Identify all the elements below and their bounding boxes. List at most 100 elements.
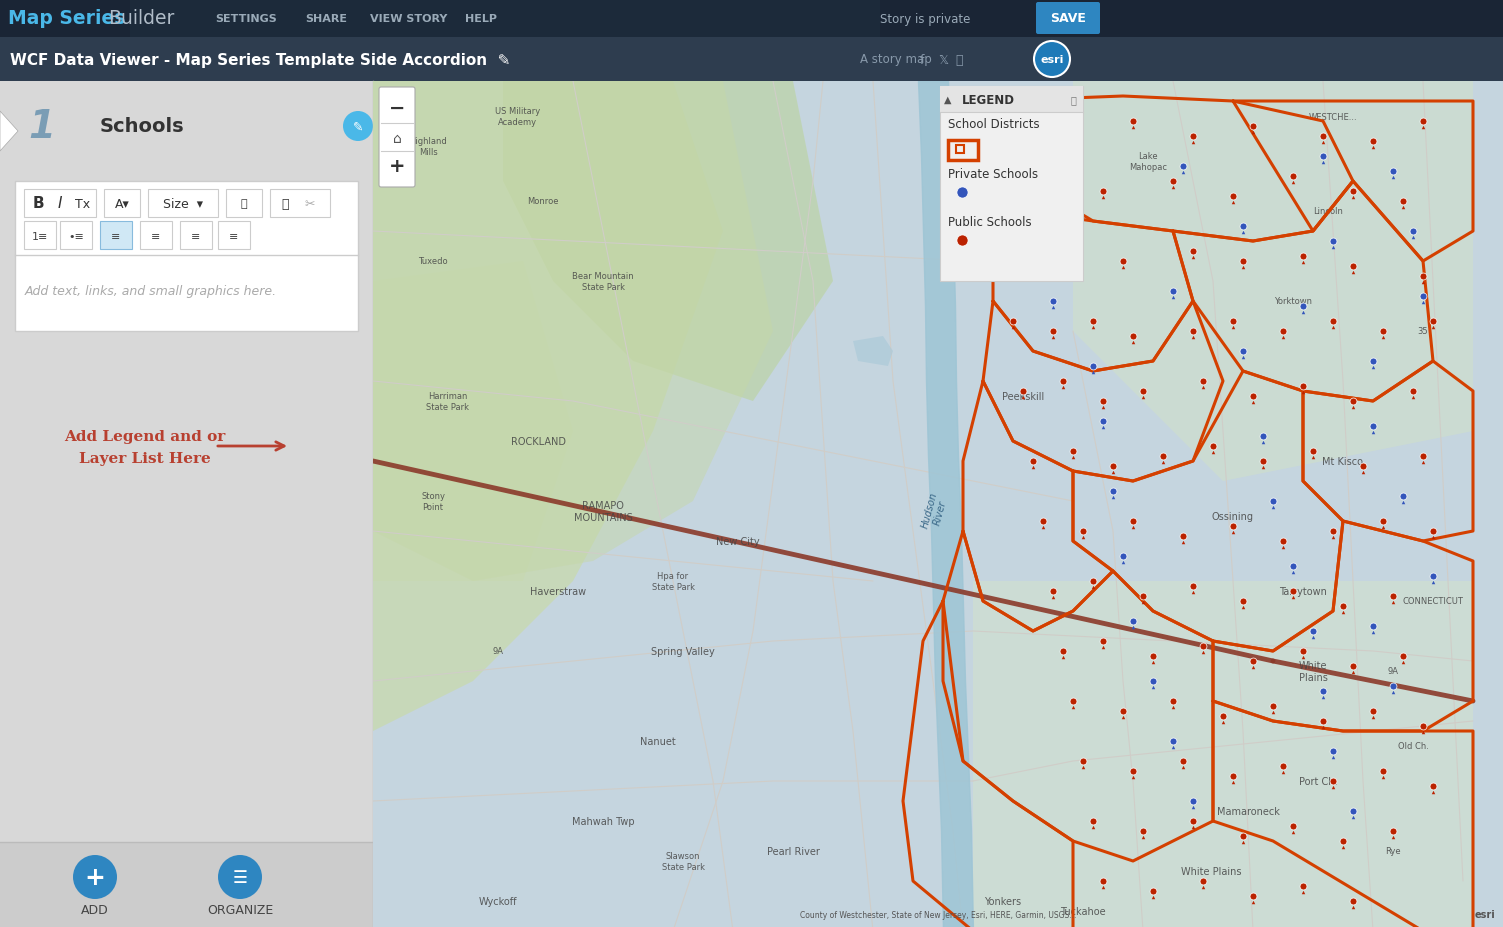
Text: +: +	[389, 157, 406, 175]
Text: ORGANIZE: ORGANIZE	[207, 904, 274, 917]
Polygon shape	[373, 261, 573, 581]
Bar	[0, 842, 373, 927]
Text: Spring Valley: Spring Valley	[651, 646, 715, 656]
Text: ≡: ≡	[111, 232, 120, 242]
Text: I: I	[57, 197, 62, 211]
Bar	[939, 87, 1084, 282]
Bar	[24, 222, 56, 249]
Text: Mamaroneck: Mamaroneck	[1216, 806, 1279, 816]
Text: Wyckoff: Wyckoff	[479, 896, 517, 906]
Bar	[0, 82, 373, 927]
Text: Story is private: Story is private	[879, 12, 971, 25]
Polygon shape	[0, 112, 18, 152]
Bar	[104, 190, 140, 218]
Bar	[0, 38, 1503, 82]
Text: ≡: ≡	[152, 232, 161, 242]
Text: Rye: Rye	[1386, 846, 1401, 856]
Text: 9A: 9A	[493, 647, 504, 655]
Text: esri: esri	[1040, 55, 1064, 65]
Text: Schools: Schools	[101, 118, 185, 136]
Text: Private Schools: Private Schools	[948, 169, 1039, 182]
Bar	[948, 141, 978, 160]
Text: Lincoln: Lincoln	[1314, 208, 1344, 216]
Text: SAVE: SAVE	[1051, 12, 1087, 25]
Text: Peekskill: Peekskill	[1003, 391, 1045, 401]
Text: f: f	[920, 54, 924, 67]
Polygon shape	[972, 581, 1473, 927]
Text: HELP: HELP	[464, 14, 497, 24]
Bar	[147, 190, 218, 218]
Text: Bear Mountain
State Park: Bear Mountain State Park	[573, 272, 634, 291]
Text: Yorktown: Yorktown	[1275, 298, 1312, 306]
Bar	[101, 222, 132, 249]
Text: A story map: A story map	[860, 54, 932, 67]
Polygon shape	[1024, 132, 1058, 157]
Text: Haverstraw: Haverstraw	[531, 587, 586, 596]
Text: Port Ch.: Port Ch.	[1299, 776, 1338, 786]
Text: Tx: Tx	[75, 197, 90, 210]
Polygon shape	[854, 337, 893, 366]
Text: 🎥: 🎥	[240, 198, 248, 209]
Text: WCF Data Viewer - Map Series Template Side Accordion  ✎: WCF Data Viewer - Map Series Template Si…	[11, 53, 511, 68]
Text: 𝕏: 𝕏	[938, 54, 948, 67]
Text: Public Schools: Public Schools	[948, 216, 1031, 229]
FancyBboxPatch shape	[379, 88, 415, 188]
Text: Hpa for
State Park: Hpa for State Park	[651, 572, 694, 591]
Text: Lake
Mahopac: Lake Mahopac	[1129, 152, 1166, 171]
Text: VIEW STORY: VIEW STORY	[370, 14, 448, 24]
Text: ROCKLAND: ROCKLAND	[511, 437, 565, 447]
Text: Builder: Builder	[108, 9, 174, 29]
Text: •≡: •≡	[68, 232, 84, 242]
Text: Pearl River: Pearl River	[767, 846, 819, 856]
Text: White
Plains: White Plains	[1299, 660, 1327, 682]
Text: Ridgewood: Ridgewood	[711, 926, 765, 927]
Text: SETTINGS: SETTINGS	[215, 14, 277, 24]
Text: 35: 35	[1417, 327, 1428, 337]
Bar	[60, 222, 92, 249]
Text: Slawson
State Park: Slawson State Park	[661, 851, 705, 870]
Text: ✂: ✂	[305, 197, 316, 210]
Text: New City: New City	[717, 537, 761, 546]
Text: WESTCHE...: WESTCHE...	[1309, 112, 1357, 121]
Text: 9A: 9A	[1387, 667, 1398, 676]
Text: CONNECTICUT: CONNECTICUT	[1402, 597, 1464, 606]
Text: −: −	[389, 98, 406, 118]
Text: County of Westchester, State of New Jersey, Esri, HERE, Garmin, USGS...: County of Westchester, State of New Jers…	[800, 910, 1076, 919]
Text: White Plains: White Plains	[1181, 866, 1241, 876]
Text: Tarrytown: Tarrytown	[1279, 587, 1327, 596]
Bar	[939, 87, 1084, 113]
Text: ▲: ▲	[944, 95, 951, 105]
Text: Yonkers: Yonkers	[984, 896, 1022, 906]
Text: Mahwah Twp: Mahwah Twp	[571, 816, 634, 826]
Text: Stony
Point: Stony Point	[421, 491, 445, 511]
Text: ≡: ≡	[191, 232, 201, 242]
Text: +: +	[84, 865, 105, 889]
Text: esri: esri	[1474, 909, 1495, 919]
Polygon shape	[373, 82, 723, 731]
Text: ☰: ☰	[233, 868, 248, 886]
Text: 🔧: 🔧	[1070, 95, 1076, 105]
Text: Old Ch.: Old Ch.	[1398, 742, 1428, 751]
Text: Ossining: Ossining	[1211, 512, 1254, 521]
Bar	[956, 146, 963, 154]
Polygon shape	[504, 82, 833, 401]
Text: 1≡: 1≡	[32, 232, 48, 242]
Text: Harriman
State Park: Harriman State Park	[427, 392, 469, 412]
Text: Highland
Mills: Highland Mills	[409, 137, 446, 157]
Bar	[271, 190, 331, 218]
Bar	[15, 182, 358, 332]
Text: Mt Kisco: Mt Kisco	[1323, 456, 1363, 466]
Text: Add text, links, and small graphics here.: Add text, links, and small graphics here…	[26, 286, 277, 298]
Text: SHARE: SHARE	[305, 14, 347, 24]
FancyBboxPatch shape	[1036, 3, 1100, 35]
Text: ≡: ≡	[230, 232, 239, 242]
Bar	[218, 222, 249, 249]
Bar	[0, 0, 1503, 38]
Text: ✎: ✎	[353, 121, 364, 133]
Text: ⛓: ⛓	[281, 197, 289, 210]
Text: Tuckahoe: Tuckahoe	[1060, 906, 1106, 916]
Text: Nanuet: Nanuet	[640, 736, 676, 746]
Bar	[129, 0, 879, 38]
Text: ⌂: ⌂	[392, 132, 401, 146]
Text: Size  ▾: Size ▾	[162, 197, 203, 210]
